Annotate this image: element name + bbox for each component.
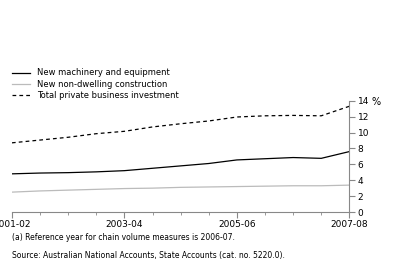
Text: Source: Australian National Accounts, State Accounts (cat. no. 5220.0).: Source: Australian National Accounts, St… bbox=[12, 251, 285, 260]
Text: (a) Reference year for chain volume measures is 2006-07.: (a) Reference year for chain volume meas… bbox=[12, 233, 235, 242]
Legend: New machinery and equipment, New non-dwelling construction, Total private busine: New machinery and equipment, New non-dwe… bbox=[12, 68, 179, 100]
Y-axis label: %: % bbox=[372, 97, 381, 107]
